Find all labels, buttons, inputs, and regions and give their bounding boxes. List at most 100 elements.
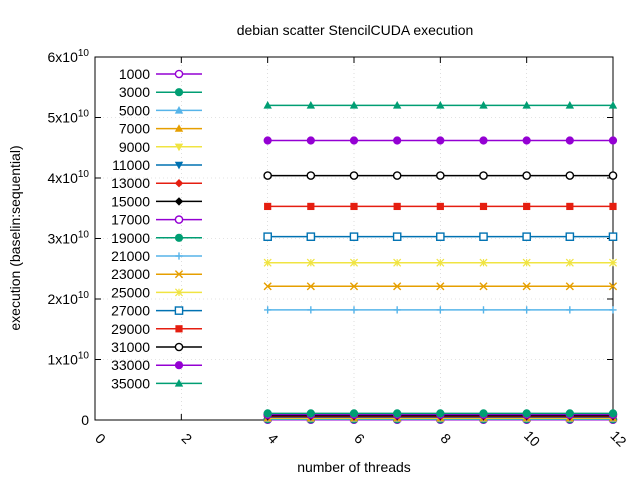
data-point <box>479 136 488 145</box>
legend-label: 17000 <box>111 212 150 228</box>
legend-entry: 3000 <box>119 84 202 100</box>
legend-label: 21000 <box>111 248 150 264</box>
series-layer <box>263 101 618 424</box>
x-tick-label: 6 <box>351 430 368 447</box>
legend-marker <box>174 379 184 387</box>
data-point <box>479 101 488 109</box>
data-point <box>393 258 402 267</box>
data-point <box>565 409 574 418</box>
y-tick-label: 5x1010 <box>48 109 90 126</box>
data-point <box>349 101 359 109</box>
legend-entry: 9000 <box>119 139 202 155</box>
legend-marker <box>174 306 184 315</box>
data-point <box>608 136 618 145</box>
data-point <box>565 101 575 109</box>
data-point <box>393 409 402 418</box>
series-23000 <box>263 282 618 291</box>
data-point <box>436 202 444 211</box>
data-point <box>306 409 315 418</box>
y-tick-label: 3x1010 <box>48 230 90 247</box>
x-tick-label: 12 <box>607 427 629 449</box>
data-point <box>264 202 272 211</box>
data-point <box>349 171 359 180</box>
data-point <box>565 232 575 241</box>
series-31000 <box>263 171 618 180</box>
y-tick-label: 6x1010 <box>48 48 90 65</box>
data-point <box>609 202 617 211</box>
data-point <box>263 282 272 291</box>
legend-entry: 27000 <box>111 303 202 319</box>
data-point <box>306 136 315 145</box>
data-point <box>608 282 618 291</box>
legend-entry: 19000 <box>111 230 202 246</box>
legend-marker <box>174 124 184 132</box>
legend-label: 33000 <box>111 357 150 373</box>
legend-label: 7000 <box>119 121 150 137</box>
data-point <box>306 232 316 241</box>
legend-marker <box>174 69 184 79</box>
data-point <box>263 171 272 180</box>
data-point <box>393 136 402 145</box>
legend-marker <box>174 233 184 242</box>
legend-marker <box>175 325 183 333</box>
legend-marker <box>174 106 184 114</box>
data-point <box>349 409 359 418</box>
legend-entry: 15000 <box>111 193 202 209</box>
legend-entry: 29000 <box>111 321 202 337</box>
data-point <box>350 202 358 211</box>
data-point <box>436 136 445 145</box>
data-point <box>609 306 617 314</box>
legend-label: 15000 <box>111 193 150 209</box>
data-point <box>522 101 531 109</box>
legend-label: 27000 <box>111 303 150 319</box>
legend-entry: 21000 <box>111 248 202 264</box>
data-point <box>522 171 531 180</box>
data-point <box>349 136 359 145</box>
legend-marker <box>174 179 184 188</box>
data-point <box>608 101 618 109</box>
data-point <box>479 282 488 291</box>
data-point <box>479 409 488 418</box>
series-27000 <box>263 232 618 241</box>
x-tick-label: 10 <box>521 427 543 449</box>
legend-marker <box>174 88 184 97</box>
data-point <box>436 306 444 314</box>
data-point <box>479 202 488 211</box>
legend-entry: 1000 <box>119 66 202 82</box>
legend-marker <box>174 288 184 297</box>
legend-label: 1000 <box>119 66 150 82</box>
legend-label: 9000 <box>119 139 150 155</box>
data-point <box>436 282 445 291</box>
chart-title: debian scatter StencilCUDA execution <box>237 22 474 38</box>
data-point <box>608 171 618 180</box>
legend-entry: 7000 <box>119 121 202 137</box>
legend-label: 25000 <box>111 284 150 300</box>
data-point <box>522 409 531 418</box>
legend-marker <box>174 215 184 224</box>
data-point <box>392 232 402 241</box>
data-point <box>479 306 488 314</box>
data-point <box>522 136 531 145</box>
series-25000 <box>263 258 618 267</box>
data-point <box>436 409 445 418</box>
legend-entry: 31000 <box>111 339 202 355</box>
x-axis-label: number of threads <box>297 459 411 475</box>
legend-marker <box>174 197 184 206</box>
series-21000 <box>264 306 617 314</box>
x-tick-label: 4 <box>265 430 282 447</box>
grid <box>95 57 613 420</box>
data-point <box>565 282 574 291</box>
data-point <box>565 171 575 180</box>
legend-marker <box>174 161 184 170</box>
data-point <box>263 232 272 241</box>
data-point <box>479 258 488 267</box>
series-29000 <box>264 202 617 211</box>
legend-label: 3000 <box>119 84 150 100</box>
legend-marker <box>174 361 184 370</box>
data-point <box>392 101 402 109</box>
legend-label: 11000 <box>112 157 150 173</box>
data-point <box>307 306 315 314</box>
data-point <box>349 282 359 291</box>
data-point <box>306 282 315 291</box>
